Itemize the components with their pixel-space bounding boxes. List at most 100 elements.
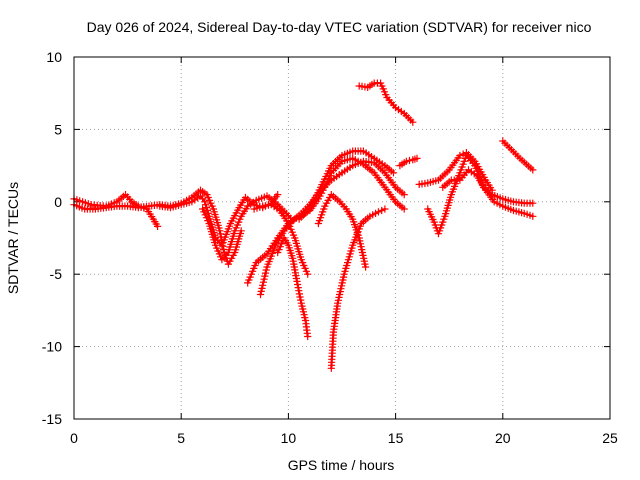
data-point bbox=[219, 238, 227, 247]
series-arc-12 bbox=[355, 79, 417, 126]
data-point bbox=[496, 194, 504, 202]
data-point bbox=[237, 227, 245, 235]
data-point bbox=[102, 202, 110, 210]
data-point bbox=[110, 199, 118, 207]
data-point bbox=[208, 202, 216, 210]
data-point bbox=[509, 206, 518, 215]
data-point bbox=[379, 85, 387, 93]
data-point bbox=[400, 205, 408, 213]
data-point bbox=[287, 225, 295, 233]
data-point bbox=[297, 256, 305, 264]
data-point bbox=[224, 248, 232, 257]
data-point bbox=[265, 257, 273, 266]
data-point bbox=[338, 157, 346, 165]
data-point bbox=[205, 196, 214, 204]
data-point bbox=[501, 196, 510, 204]
data-point bbox=[356, 240, 364, 248]
data-point bbox=[255, 195, 263, 203]
data-point bbox=[258, 284, 266, 292]
data-point bbox=[434, 230, 443, 238]
data-point bbox=[449, 185, 458, 193]
data-point bbox=[353, 230, 361, 238]
tick-layer: 0 5 10 15 20 25 10 5 0 -5 -10 -15 bbox=[42, 49, 618, 446]
data-point bbox=[202, 201, 210, 209]
data-point bbox=[348, 244, 356, 252]
data-point bbox=[256, 290, 265, 299]
data-point bbox=[314, 219, 322, 228]
data-point bbox=[356, 222, 364, 230]
data-point bbox=[350, 238, 358, 247]
data-point bbox=[259, 278, 267, 286]
series-arc-4 bbox=[199, 192, 297, 264]
data-point bbox=[289, 231, 298, 239]
data-point bbox=[436, 227, 444, 235]
data-point bbox=[346, 250, 354, 258]
data-point bbox=[323, 170, 331, 178]
data-point bbox=[253, 204, 261, 212]
data-point bbox=[201, 198, 209, 206]
data-point bbox=[228, 238, 236, 246]
data-point bbox=[206, 222, 214, 230]
data-point bbox=[442, 207, 451, 215]
data-point bbox=[73, 196, 81, 204]
data-point bbox=[207, 199, 215, 207]
data-point bbox=[432, 177, 440, 185]
data-point bbox=[299, 259, 307, 267]
data-point bbox=[430, 218, 438, 226]
data-point bbox=[245, 276, 253, 284]
data-point bbox=[244, 279, 252, 287]
series-arc-17 bbox=[499, 137, 537, 174]
data-point bbox=[268, 249, 276, 257]
data-point bbox=[211, 238, 219, 247]
data-point bbox=[264, 260, 272, 268]
data-point bbox=[277, 240, 286, 248]
data-point bbox=[134, 202, 142, 210]
data-point bbox=[267, 252, 275, 260]
data-point bbox=[246, 273, 254, 281]
data-point bbox=[319, 208, 327, 216]
data-point bbox=[301, 264, 309, 272]
data-point bbox=[247, 270, 255, 278]
data-point bbox=[354, 228, 362, 236]
data-point bbox=[409, 118, 417, 126]
data-point bbox=[300, 311, 308, 319]
data-point bbox=[341, 150, 349, 158]
data-point bbox=[512, 207, 520, 215]
data-point bbox=[425, 208, 433, 216]
data-point bbox=[211, 210, 219, 219]
data-point bbox=[405, 156, 414, 165]
data-point bbox=[359, 251, 367, 259]
data-point bbox=[344, 256, 352, 264]
data-point bbox=[529, 166, 537, 174]
data-point bbox=[199, 205, 207, 213]
data-point bbox=[223, 228, 231, 236]
data-point bbox=[207, 228, 216, 236]
data-point bbox=[341, 267, 349, 275]
data-point bbox=[107, 200, 116, 208]
data-point bbox=[297, 299, 305, 307]
data-point bbox=[233, 221, 241, 229]
data-point bbox=[499, 195, 507, 203]
data-point bbox=[275, 246, 283, 254]
data-point bbox=[225, 222, 233, 230]
data-point bbox=[214, 221, 222, 229]
data-point bbox=[210, 236, 218, 244]
data-point bbox=[229, 232, 237, 240]
data-point bbox=[381, 205, 389, 213]
data-point bbox=[213, 244, 221, 252]
data-point bbox=[337, 285, 345, 293]
data-point bbox=[446, 196, 454, 204]
data-point bbox=[314, 189, 322, 197]
data-point bbox=[456, 169, 464, 177]
data-point bbox=[358, 246, 366, 254]
data-point bbox=[224, 225, 232, 233]
data-point bbox=[204, 217, 212, 225]
data-point bbox=[73, 202, 81, 210]
data-point bbox=[234, 238, 242, 246]
data-point bbox=[518, 209, 526, 217]
data-point bbox=[336, 290, 344, 299]
data-point bbox=[304, 332, 312, 341]
data-point bbox=[286, 222, 294, 230]
data-point bbox=[351, 236, 359, 244]
data-point bbox=[351, 160, 359, 169]
